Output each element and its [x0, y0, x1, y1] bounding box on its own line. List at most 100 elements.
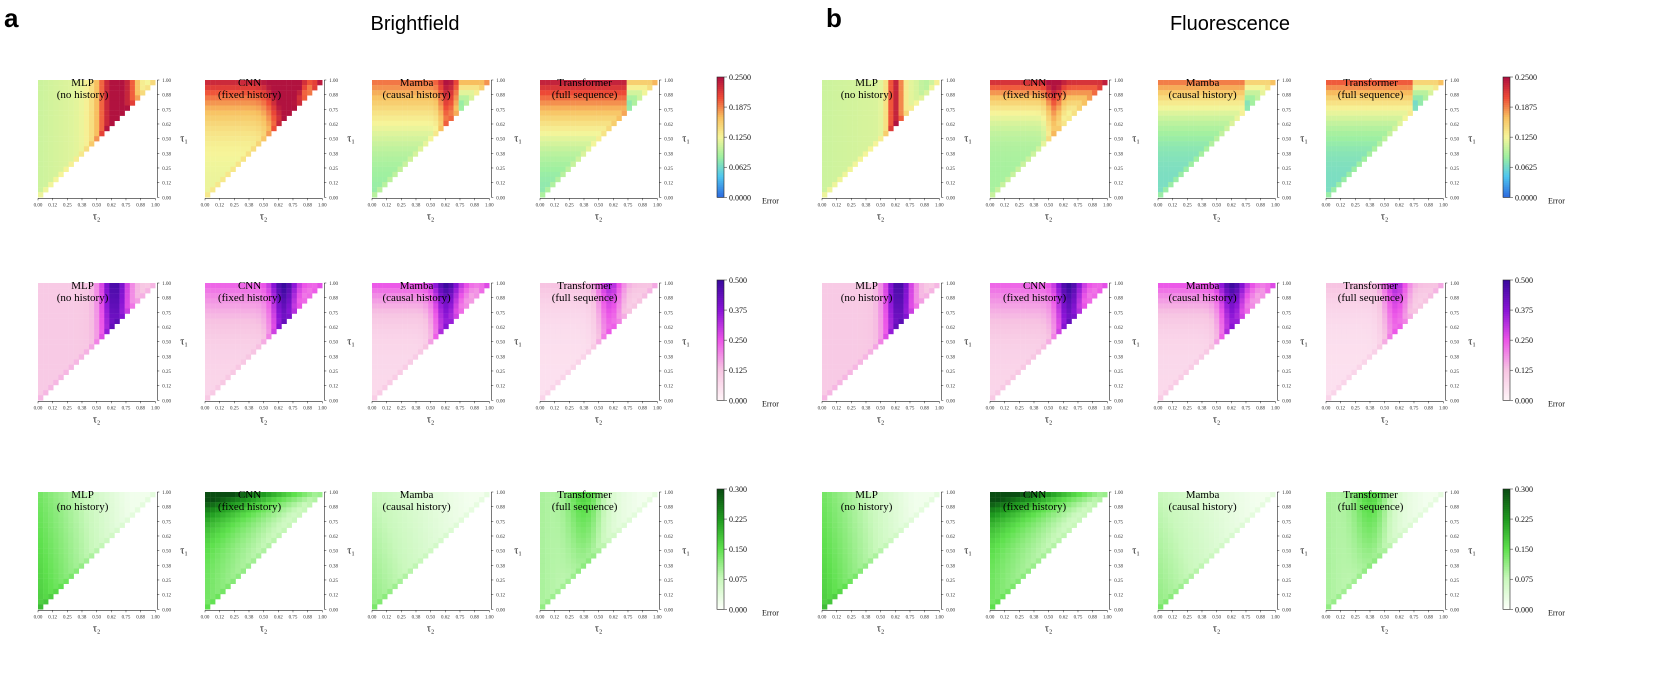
heatmap-cell [382, 578, 388, 584]
heatmap-cell [235, 288, 241, 294]
heatmap-cell [104, 492, 110, 498]
heatmap-cell [585, 323, 592, 330]
heatmap-cell [893, 100, 899, 106]
heatmap-cell [1005, 151, 1011, 157]
heatmap-cell [423, 313, 429, 319]
colorbar-segment [717, 523, 724, 526]
heatmap-cell [652, 492, 658, 498]
heatmap-cell [555, 85, 561, 91]
heatmap-cell [215, 339, 221, 345]
heatmap-cell [250, 527, 257, 533]
heatmap-cell [89, 334, 95, 340]
heatmap-cell [601, 497, 607, 503]
heatmap-cell [83, 548, 90, 554]
heatmap-cell [995, 100, 1001, 106]
heatmap-cell [934, 80, 940, 86]
heatmap-cell [230, 283, 236, 289]
heatmap-cell [53, 141, 59, 147]
heatmap-cell [78, 298, 85, 304]
heatmap-cell [1173, 136, 1179, 142]
heatmap-cell [438, 85, 444, 91]
heatmap-cell [250, 502, 257, 508]
heatmap-cell [545, 182, 551, 188]
heatmap-cell [240, 85, 246, 91]
heatmap-cell [417, 548, 424, 554]
heatmap-cell [104, 318, 110, 324]
heatmap-cell [832, 166, 838, 172]
heatmap-cell [397, 166, 403, 172]
heatmap-cell [1178, 151, 1184, 157]
heatmap-cell [372, 390, 378, 396]
heatmap-cell [104, 537, 110, 544]
heatmap-cell [377, 115, 383, 121]
colorbar-segment [717, 374, 724, 377]
heatmap-cell [392, 492, 398, 498]
heatmap-cell [545, 110, 551, 116]
heatmap-cell [822, 171, 828, 178]
colorbar-segment [717, 145, 724, 148]
heatmap-cell [570, 90, 576, 96]
heatmap-cell [114, 110, 120, 116]
heatmap-cell [606, 100, 612, 106]
heatmap-cell [596, 283, 602, 289]
y-tick-label: 0.25 [946, 167, 955, 172]
heatmap-cell [38, 339, 44, 345]
heatmap-cell [1239, 85, 1245, 91]
heatmap-cell [99, 532, 105, 539]
heatmap-cell [235, 131, 241, 137]
heatmap-cell [240, 90, 246, 96]
heatmap-cell [1163, 120, 1169, 127]
heatmap-cell [596, 125, 602, 132]
heatmap-cell [995, 166, 1001, 172]
heatmap-cell [438, 502, 444, 508]
heatmap-cell [867, 136, 874, 142]
heatmap-cell [53, 497, 59, 503]
heatmap-cell [266, 522, 272, 528]
heatmap-cell [580, 146, 587, 152]
heatmap-cell [606, 537, 612, 544]
heatmap-cell [827, 125, 833, 132]
heatmap-cell [636, 492, 643, 498]
heatmap-cell [1168, 95, 1174, 101]
heatmap-cell [423, 548, 429, 554]
heatmap-cell [397, 573, 403, 579]
heatmap-cell [53, 374, 59, 381]
y-tick-label: 0.38 [496, 152, 505, 157]
heatmap-cell [68, 105, 74, 111]
heatmap-cell [458, 80, 464, 86]
heatmap-cell [827, 115, 833, 121]
heatmap-cell [423, 537, 429, 544]
heatmap-cell [1188, 156, 1194, 162]
colorbar-segment [717, 91, 724, 94]
heatmap-cell [48, 80, 54, 86]
heatmap-cell [382, 100, 388, 106]
heatmap-cell [392, 344, 398, 350]
heatmap-cell [48, 568, 54, 574]
heatmap-cell [271, 105, 277, 111]
heatmap-cell [1056, 85, 1062, 91]
heatmap-cell [580, 151, 587, 157]
heatmap-cell [89, 298, 95, 304]
heatmap-cell [873, 100, 879, 106]
heatmap-cell [210, 583, 216, 590]
heatmap-cell [83, 543, 90, 549]
heatmap-cell [1076, 85, 1082, 91]
y-tick-label: 0.62 [664, 326, 673, 331]
heatmap-cell [1010, 110, 1016, 116]
heatmap-cell [38, 293, 44, 299]
heatmap-cell [474, 502, 480, 508]
heatmap-cell [58, 558, 64, 564]
y-tick-label: 0.75 [1282, 108, 1291, 113]
heatmap-cell [458, 492, 464, 498]
heatmap-cell [565, 548, 571, 554]
heatmap-cell [372, 374, 378, 381]
heatmap-cell [1015, 105, 1021, 111]
heatmap-cell [256, 313, 262, 319]
heatmap-cell [1178, 105, 1184, 111]
heatmap-cell [402, 344, 408, 350]
heatmap-cell [220, 379, 226, 386]
heatmap-cell [837, 166, 843, 172]
heatmap-cell [230, 507, 236, 513]
heatmap-cell [48, 176, 54, 183]
heatmap-cell [585, 303, 592, 309]
